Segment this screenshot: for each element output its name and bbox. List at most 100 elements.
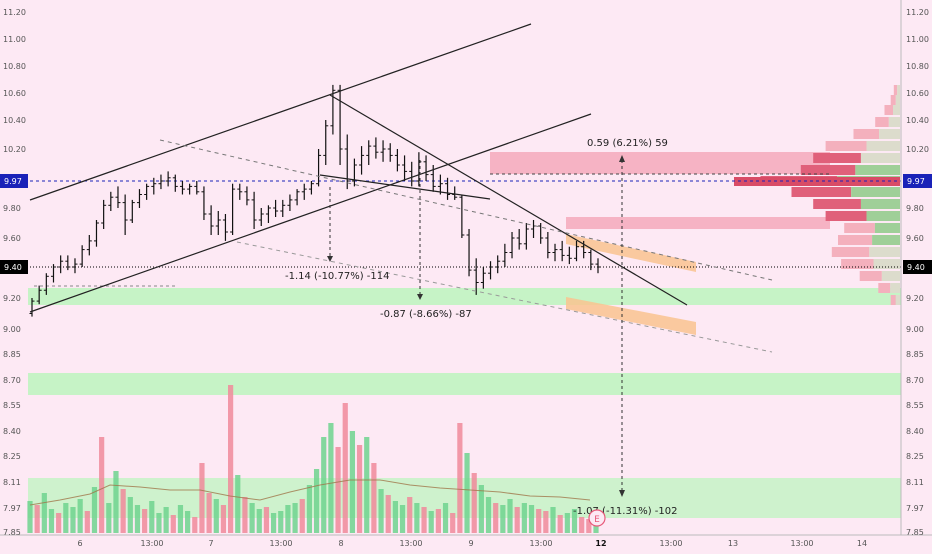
volume-bar xyxy=(557,515,563,533)
volume-bar xyxy=(371,463,377,533)
volume-bar xyxy=(177,505,184,533)
volume-bar xyxy=(442,503,449,533)
volume-bar xyxy=(385,495,391,533)
profile-buy xyxy=(860,153,900,163)
y-tick-left: 8.85 xyxy=(3,350,21,359)
price-marker-right-bg xyxy=(903,174,932,188)
volume-bar xyxy=(149,501,155,533)
volume-bar xyxy=(170,515,176,533)
y-tick-right: 11.00 xyxy=(906,35,929,44)
volume-bar xyxy=(27,501,33,533)
volume-bar xyxy=(77,499,83,533)
volume-bar xyxy=(342,403,348,533)
profile-buy xyxy=(895,95,900,105)
y-tick-right: 9.00 xyxy=(906,325,924,334)
profile-sell xyxy=(884,105,894,115)
volume-bar xyxy=(564,513,570,533)
volume-bar xyxy=(134,505,141,533)
y-tick-left: 8.70 xyxy=(3,376,21,385)
projection-zone-lower xyxy=(566,297,696,335)
x-tick: 7 xyxy=(208,539,213,548)
earnings-event-marker[interactable] xyxy=(588,509,606,527)
volume-bar xyxy=(142,509,148,533)
volume-bar xyxy=(192,517,198,533)
profile-sell xyxy=(841,259,874,269)
volume-bar xyxy=(507,499,513,533)
y-tick-right: 8.40 xyxy=(906,427,924,436)
y-tick-left: 8.40 xyxy=(3,427,21,436)
x-tick: 13:00 xyxy=(529,539,552,548)
resistance-zone-upper xyxy=(490,152,830,174)
y-tick-left: 10.80 xyxy=(3,62,26,71)
volume-bar xyxy=(113,471,119,533)
profile-buy xyxy=(888,117,900,127)
channel-upper-line xyxy=(29,23,532,201)
volume-bar xyxy=(41,493,47,533)
volume-bar xyxy=(120,489,126,533)
volume-bar xyxy=(328,423,334,533)
profile-sell xyxy=(813,153,861,163)
y-tick-right: 11.20 xyxy=(906,8,929,17)
profile-sell xyxy=(890,95,896,105)
profile-buy xyxy=(855,165,900,175)
dashed-trend-lower xyxy=(236,241,773,353)
y-tick-left: 9.20 xyxy=(3,294,21,303)
volume-bar xyxy=(56,513,62,533)
profile-buy xyxy=(890,283,900,293)
profile-sell xyxy=(838,235,873,245)
volume-bar xyxy=(478,485,484,533)
time-axis: 6 13:00 7 13:00 8 13:00 9 13:00 12 13:00 13 13:00 14 xyxy=(77,539,867,548)
y-tick-right: 8.25 xyxy=(906,452,924,461)
volume-bar xyxy=(528,505,535,533)
volume-bar xyxy=(500,505,506,533)
volume-bar xyxy=(313,469,320,533)
profile-sell xyxy=(800,165,856,175)
volume-bar xyxy=(407,497,413,533)
y-tick-right: 9.80 xyxy=(906,204,924,213)
profile-buy xyxy=(874,223,900,233)
volume-bar xyxy=(571,509,578,533)
volume-bar xyxy=(34,505,40,533)
y-tick-left: 8.55 xyxy=(3,401,21,410)
y-tick-left: 9.80 xyxy=(3,204,21,213)
measure-arrowhead-1 xyxy=(327,256,333,262)
volume-bar xyxy=(127,497,133,533)
price-marker-left: 9.97 xyxy=(4,177,22,186)
price-marker-right: 9.40 xyxy=(907,263,925,272)
profile-buy xyxy=(860,199,900,209)
profile-buy xyxy=(897,85,900,95)
volume-bar xyxy=(235,475,241,533)
y-tick-right: 7.85 xyxy=(906,528,924,537)
volume-bar xyxy=(536,509,542,533)
volume-bar xyxy=(185,511,191,533)
y-tick-left: 11.00 xyxy=(3,35,26,44)
profile-sell xyxy=(813,199,861,209)
volume-bar xyxy=(285,505,291,533)
x-tick: 12 xyxy=(595,539,606,548)
volume-moving-average xyxy=(29,479,591,506)
profile-sell xyxy=(825,141,867,151)
volume-bar xyxy=(299,499,305,533)
volume-bar xyxy=(471,473,477,533)
y-tick-right: 8.70 xyxy=(906,376,924,385)
volume-bar xyxy=(292,503,298,533)
profile-sell xyxy=(853,129,880,139)
profile-buy xyxy=(869,247,900,257)
profile-sell xyxy=(875,117,889,127)
volume-bar xyxy=(514,507,520,533)
profile-sell xyxy=(831,247,870,257)
volume-bar xyxy=(48,509,55,533)
volume-bar xyxy=(421,507,427,533)
x-tick: 13:00 xyxy=(269,539,292,548)
measure-arrowhead-2 xyxy=(417,294,423,300)
volume-bar xyxy=(392,501,398,533)
y-tick-left: 10.20 xyxy=(3,145,26,154)
volume-bar xyxy=(521,503,527,533)
volume-bar xyxy=(349,431,356,533)
y-tick-left: 8.25 xyxy=(3,452,21,461)
y-tick-left: 8.11 xyxy=(3,478,21,487)
y-tick-right: 10.20 xyxy=(906,145,929,154)
volume-bars xyxy=(27,385,599,533)
